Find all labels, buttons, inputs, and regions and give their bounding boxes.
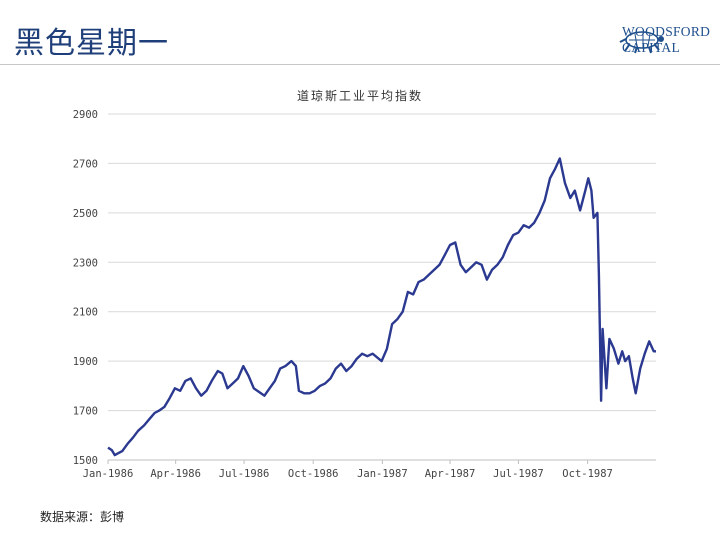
x-tick-label: Jan-1986 bbox=[83, 468, 134, 480]
y-tick-label: 2500 bbox=[73, 208, 98, 220]
y-tick-label: 1900 bbox=[73, 356, 98, 368]
x-axis-labels: Jan-1986 Apr-1986 Jul-1986 Oct-1986 Jan-1987… bbox=[83, 460, 613, 480]
x-tick-label: Jan-1987 bbox=[357, 468, 408, 480]
logo-text-line1: WOODSFORD bbox=[622, 24, 711, 39]
chart-title: 道琼斯工业平均指数 bbox=[296, 89, 423, 103]
y-tick-label: 2900 bbox=[73, 109, 98, 121]
logo-text-line2: CAPITAL bbox=[622, 40, 681, 55]
x-tick-label: Jul-1987 bbox=[493, 468, 544, 480]
y-tick-label: 2300 bbox=[73, 257, 98, 269]
y-tick-label: 2100 bbox=[73, 307, 98, 319]
y-tick-label: 2700 bbox=[73, 158, 98, 170]
x-tick-label: Oct-1987 bbox=[562, 468, 613, 480]
grid-lines bbox=[108, 113, 656, 461]
y-tick-label: 1500 bbox=[73, 455, 98, 467]
x-tick-label: Apr-1987 bbox=[425, 468, 476, 480]
data-source-note: 数据来源：彭博 bbox=[40, 510, 125, 524]
y-tick-label: 1700 bbox=[73, 406, 98, 418]
header-divider bbox=[0, 64, 720, 65]
x-tick-label: Jul-1986 bbox=[219, 468, 270, 480]
x-tick-label: Apr-1986 bbox=[150, 468, 201, 480]
y-axis-labels: 1500 1700 1900 2100 2300 2500 2700 2900 bbox=[73, 109, 98, 467]
x-tick-label: Oct-1986 bbox=[288, 468, 339, 480]
page-title: 黑色星期一 bbox=[14, 26, 169, 61]
series-line bbox=[107, 157, 656, 457]
turtle-logo-icon bbox=[619, 31, 664, 54]
